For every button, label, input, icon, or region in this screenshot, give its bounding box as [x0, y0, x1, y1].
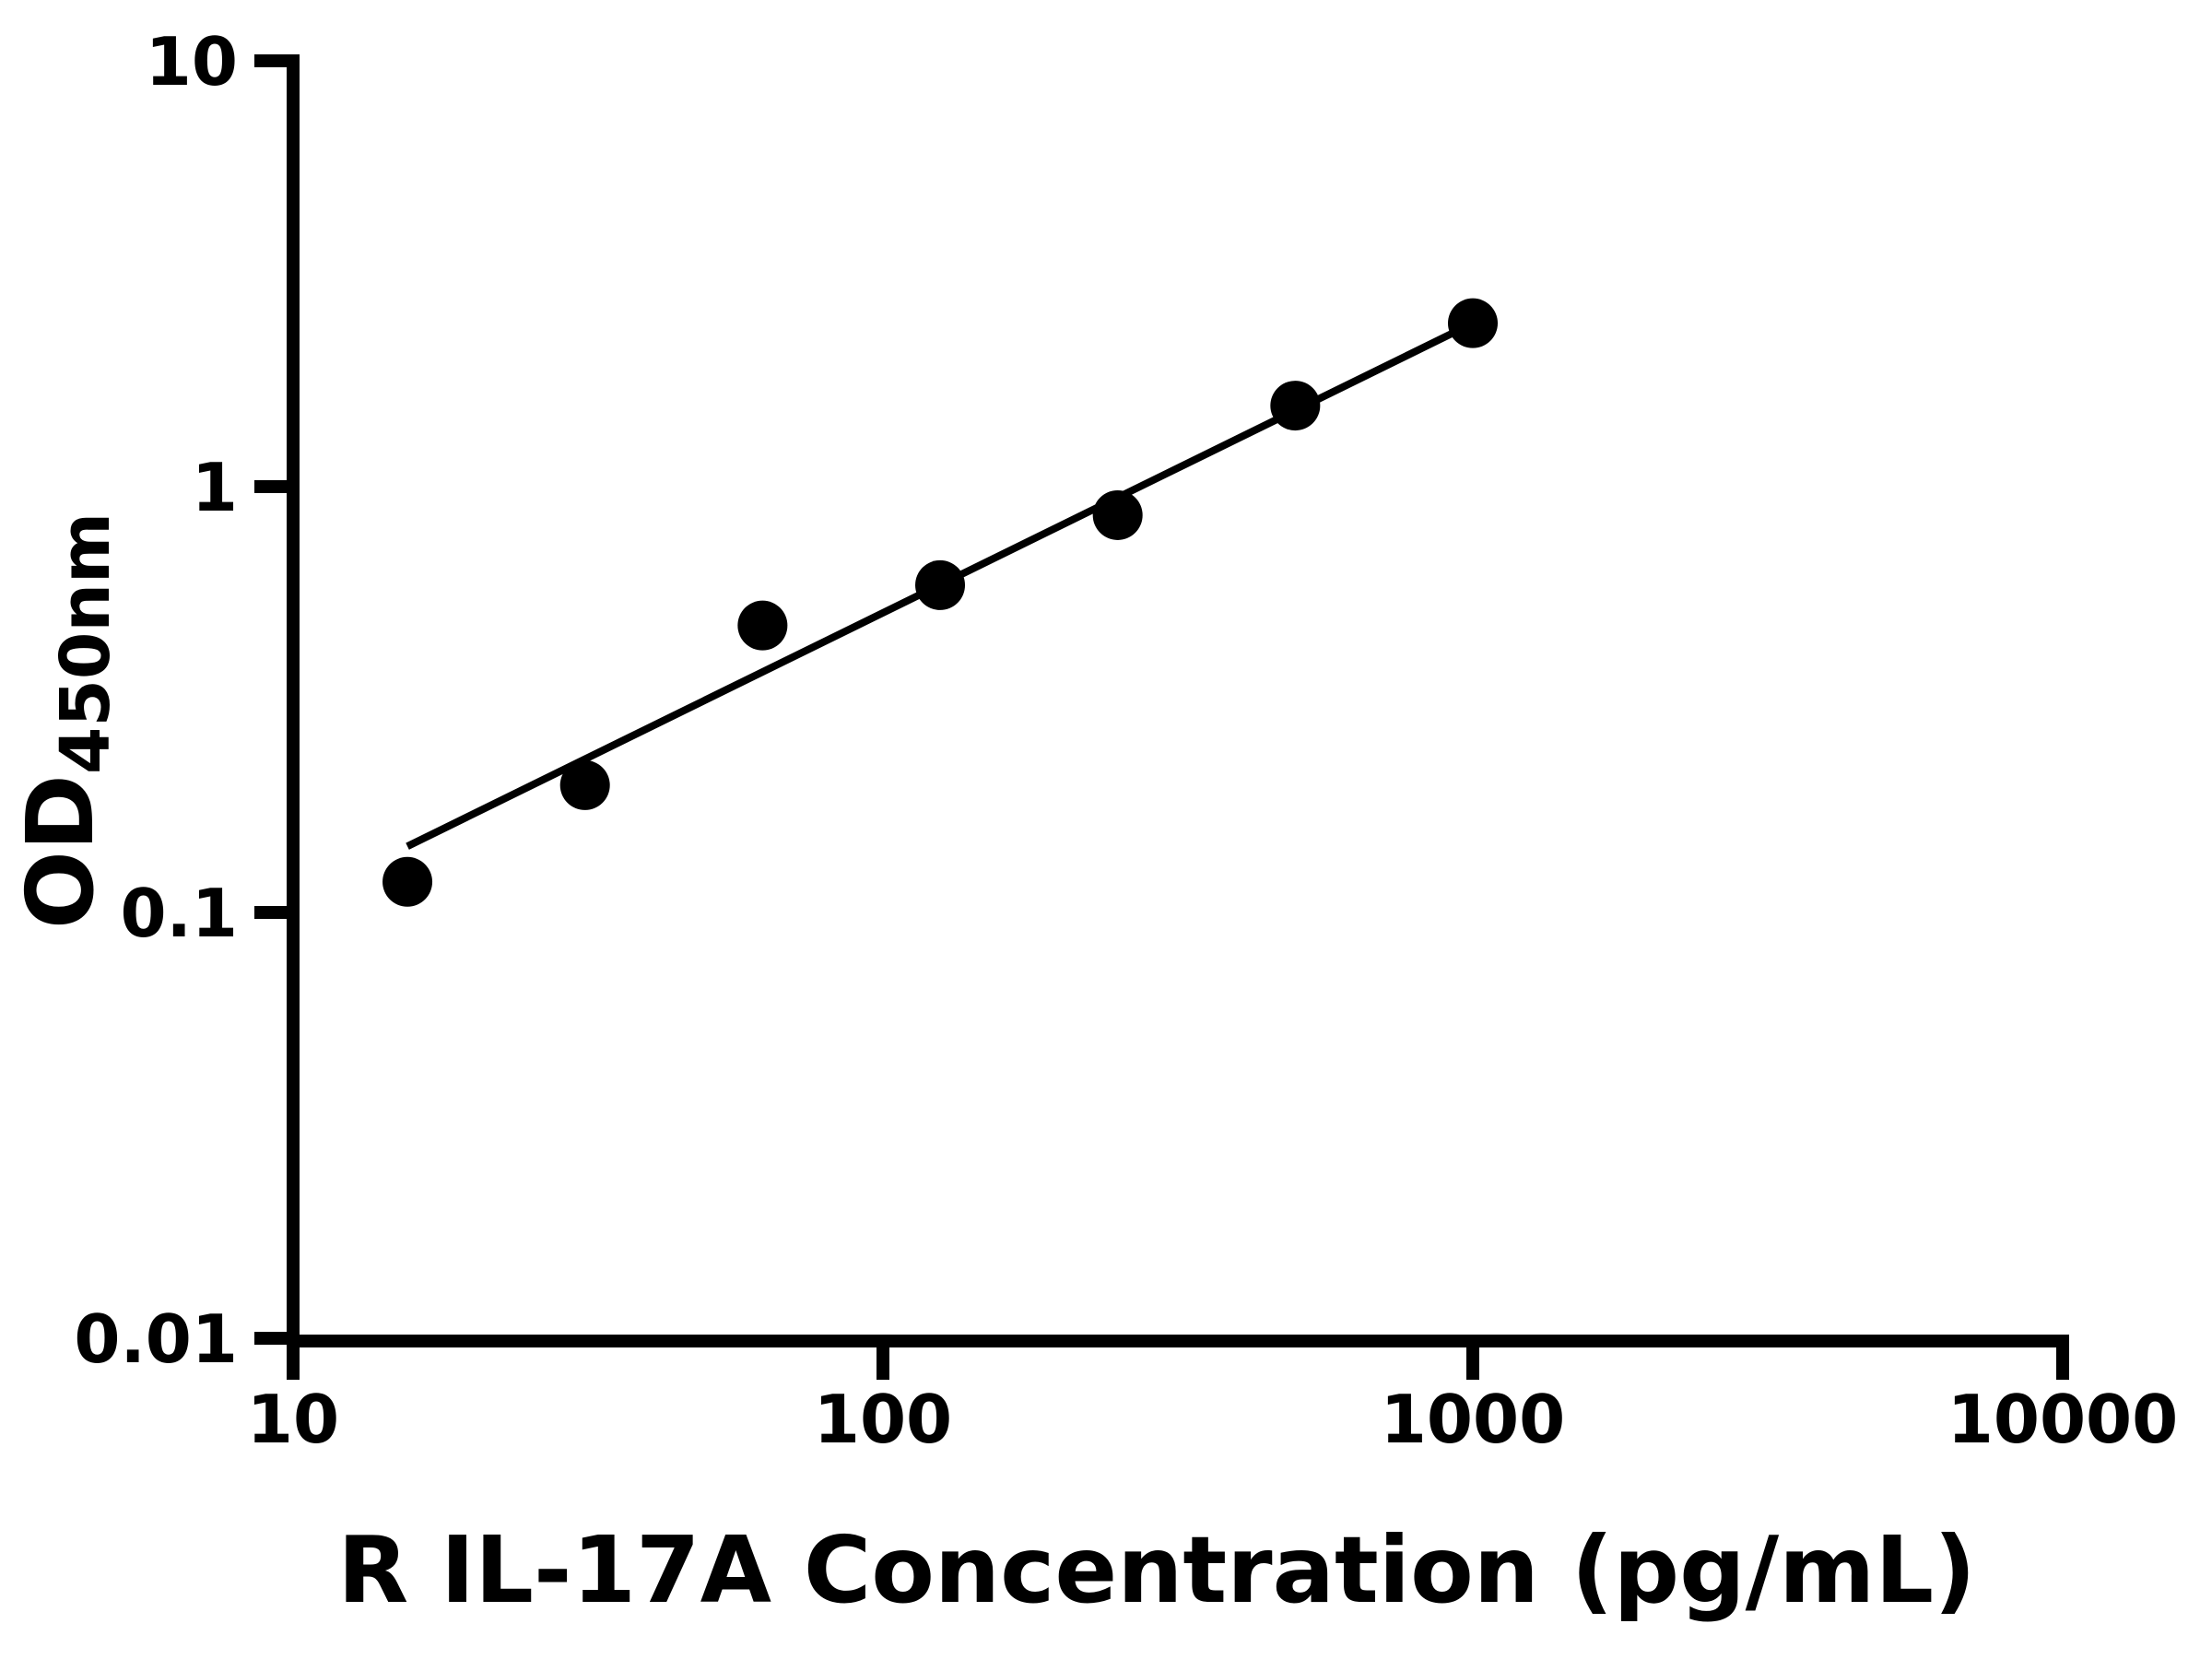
y-tick-label: 0.1 [120, 875, 238, 952]
x-axis: 10 100 1000 10000 [247, 1335, 2178, 1458]
x-tick-label: 1000 [1381, 1381, 1565, 1458]
y-axis: 10 1 0.1 0.01 [74, 23, 300, 1378]
x-tick-label: 10000 [1947, 1381, 2179, 1458]
y-tick-label: 10 [146, 23, 238, 100]
data-point [1448, 298, 1498, 348]
data-point [737, 600, 788, 651]
y-tick-label: 0.01 [74, 1300, 238, 1378]
y-axis-title: OD450nm [6, 512, 125, 929]
data-point [1092, 489, 1143, 540]
y-axis-title-subscript: 450nm [46, 512, 125, 774]
data-point [559, 759, 610, 810]
x-tick-labels: 10 100 1000 10000 [247, 1381, 2178, 1458]
x-tick-label: 100 [814, 1381, 952, 1458]
data-point [382, 856, 433, 907]
data-point [915, 559, 966, 610]
y-tick-label: 1 [192, 449, 238, 526]
y-ticks [254, 54, 293, 1345]
x-axis-title: R IL-17A Concentration (pg/mL) [337, 1516, 1976, 1624]
y-tick-labels: 10 1 0.1 0.01 [74, 23, 238, 1378]
x-tick-label: 10 [247, 1381, 339, 1458]
data-point [1270, 381, 1321, 431]
x-ticks [287, 1341, 2069, 1380]
y-axis-title-main: OD [6, 774, 114, 929]
data-points [382, 298, 1498, 907]
